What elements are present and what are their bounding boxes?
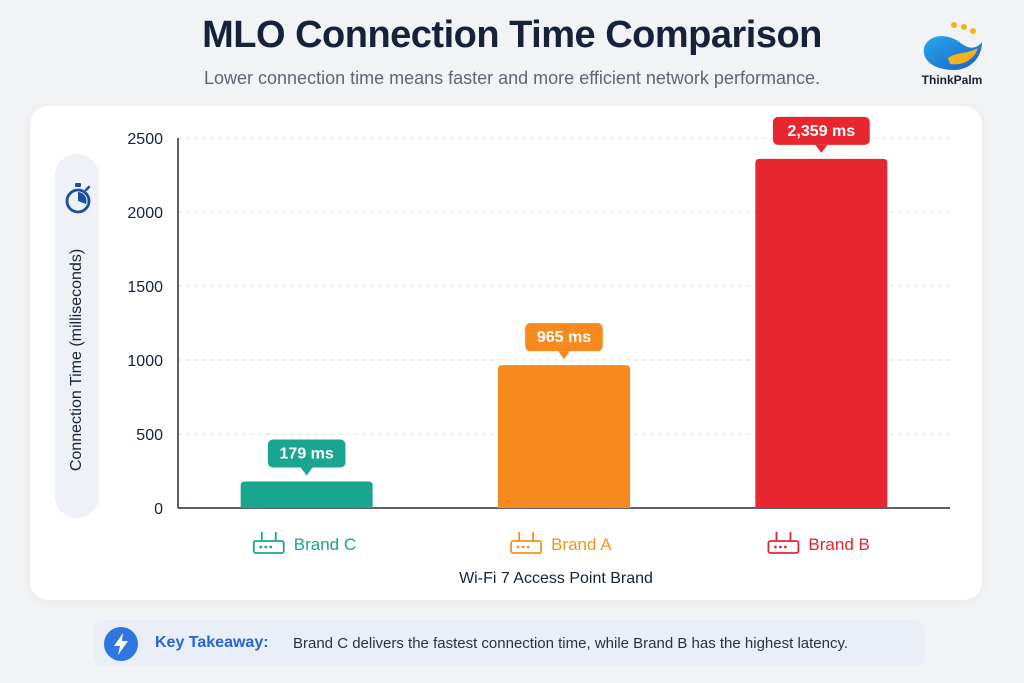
key-takeaway-text: Brand C delivers the fastest connection … <box>293 635 849 652</box>
thinkpalm-logo <box>923 22 982 70</box>
page-subtitle: Lower connection time means faster and m… <box>204 68 820 88</box>
x-tick-label-2: Brand B <box>808 535 869 554</box>
page-title: MLO Connection Time Comparison <box>202 14 822 56</box>
data-label-pointer-1 <box>558 351 570 360</box>
data-label-bubble-1 <box>525 323 603 352</box>
y-tick-label-0: 0 <box>154 501 163 518</box>
bar-brand-c <box>240 481 373 508</box>
y-tick-label-4: 2000 <box>127 205 163 222</box>
key-takeaway-label: Key Takeaway: <box>155 634 269 651</box>
y-tick-label-3: 1500 <box>127 279 163 296</box>
x-axis-label: Wi-Fi 7 Access Point Brand <box>459 570 653 587</box>
router-icon <box>252 532 285 554</box>
data-label-bubble-0 <box>267 439 346 468</box>
logo-text: ThinkPalm <box>921 73 983 87</box>
y-tick-label-1: 500 <box>136 427 163 444</box>
y-tick-label-2: 1000 <box>127 353 163 370</box>
router-icon <box>767 532 800 554</box>
y-axis-label-pill <box>55 154 99 518</box>
x-tick-label-1: Brand A <box>551 535 612 554</box>
stopwatch-icon <box>65 183 91 214</box>
data-label-pointer-0 <box>300 467 313 476</box>
data-label-pointer-2 <box>815 144 828 153</box>
router-icon <box>510 532 543 554</box>
key-takeaway-banner <box>93 620 925 666</box>
lightning-bolt-icon <box>104 627 138 661</box>
y-tick-label-5: 2500 <box>127 131 163 148</box>
bar-brand-b <box>755 158 888 509</box>
data-label-0: 179 ms <box>280 446 334 463</box>
x-tick-label-0: Brand C <box>294 535 356 554</box>
bar-brand-a <box>498 365 630 508</box>
data-label-2: 2,359 ms <box>788 123 856 140</box>
data-label-1: 965 ms <box>537 329 591 346</box>
data-label-bubble-2 <box>772 116 870 145</box>
